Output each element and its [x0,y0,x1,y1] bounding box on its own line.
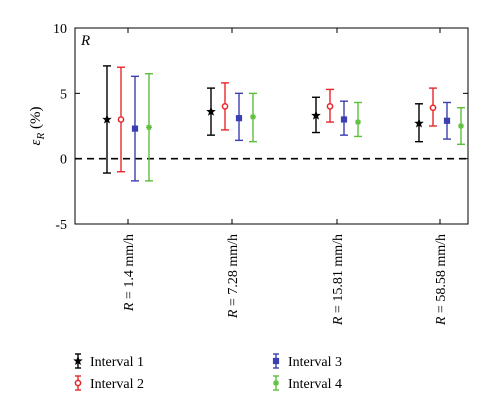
panel-label: R [80,33,90,49]
data-point [340,116,348,123]
category-label-variable: R [122,302,137,312]
category-label-value: = 7.28 mm/h [226,234,241,310]
data-point [206,106,216,116]
data-point [235,115,243,122]
category-label: R = 7.28 mm/h [226,234,241,319]
data-point [311,110,321,120]
data-point [443,117,451,124]
y-axis-title-unit: (%) [28,107,44,133]
legend-marker [74,379,82,387]
data-point [326,103,334,110]
category-label: R = 1.4 mm/h [122,234,137,312]
data-point [102,114,112,124]
category-label-value: = 15.81 mm/h [331,234,346,317]
data-point [117,116,125,123]
category-label-value: = 1.4 mm/h [122,234,137,303]
data-point [429,104,437,112]
data-point [221,103,229,110]
data-point [355,119,361,126]
legend-label: Interval 4 [288,377,342,392]
data-point [146,124,152,131]
y-axis-title-subscript: R [35,133,47,141]
data-point [458,123,464,129]
y-tick-label: 10 [53,22,67,37]
category-label-variable: R [331,316,346,326]
category-label: R = 15.81 mm/h [331,234,346,326]
y-tick-label: 5 [60,87,67,102]
legend-marker [272,357,280,365]
category-label-value: = 58.58 mm/h [434,234,449,317]
y-tick-label: 0 [60,153,67,168]
category-label-variable: R [226,309,241,319]
legend-marker [273,380,279,386]
y-axis-title-symbol: ε [28,139,44,145]
category-label: R = 58.58 mm/h [434,234,449,326]
data-point [414,118,424,128]
y-axis-title: εR (%) [28,107,47,146]
category-label-variable: R [434,316,449,326]
plot-frame [74,27,469,225]
legend-label: Interval 1 [90,355,144,370]
legend-marker [73,355,83,366]
data-point [131,125,139,132]
data-point [250,113,256,120]
y-tick-label: -5 [55,218,67,233]
legend-label: Interval 2 [90,377,144,392]
legend-label: Interval 3 [288,355,342,370]
